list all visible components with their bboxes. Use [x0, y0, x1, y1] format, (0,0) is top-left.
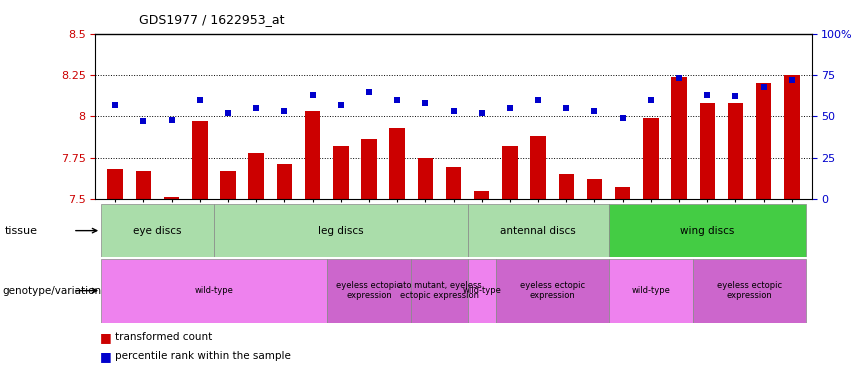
Text: eye discs: eye discs	[134, 226, 181, 236]
Bar	[333, 146, 349, 199]
Text: wild-type: wild-type	[631, 286, 670, 295]
Bar	[164, 197, 180, 199]
Point	[334, 102, 348, 108]
Bar	[587, 179, 602, 199]
Bar	[220, 171, 236, 199]
Bar	[756, 83, 772, 199]
Text: wing discs: wing discs	[681, 226, 734, 236]
Point	[136, 118, 150, 124]
Text: ato mutant, eyeless
ectopic expression: ato mutant, eyeless ectopic expression	[398, 281, 482, 300]
Point	[644, 97, 658, 103]
Point	[559, 105, 573, 111]
Text: wild-type: wild-type	[463, 286, 501, 295]
Bar	[326, 259, 411, 322]
Point	[278, 108, 292, 114]
Bar	[101, 204, 214, 257]
Point	[700, 92, 714, 98]
Bar	[101, 259, 326, 322]
Point	[588, 108, 602, 114]
Point	[108, 102, 122, 108]
Point	[615, 115, 629, 121]
Text: leg discs: leg discs	[318, 226, 364, 236]
Bar	[361, 140, 377, 199]
Bar	[390, 128, 404, 199]
Bar	[727, 103, 743, 199]
Bar	[615, 187, 630, 199]
Point	[306, 92, 319, 98]
Point	[446, 108, 460, 114]
Bar	[530, 136, 546, 199]
Point	[757, 84, 771, 90]
Text: ■: ■	[100, 331, 112, 344]
Bar	[643, 118, 659, 199]
Bar	[305, 111, 320, 199]
Point	[418, 100, 432, 106]
Point	[728, 93, 742, 99]
Bar	[411, 259, 468, 322]
Bar	[108, 169, 123, 199]
Point	[475, 110, 489, 116]
Bar	[671, 76, 687, 199]
Text: transformed count: transformed count	[115, 333, 212, 342]
Bar	[135, 171, 151, 199]
Bar	[694, 259, 806, 322]
Point	[391, 97, 404, 103]
Point	[249, 105, 263, 111]
Text: eyeless ectopic
expression: eyeless ectopic expression	[717, 281, 782, 300]
Text: percentile rank within the sample: percentile rank within the sample	[115, 351, 291, 361]
Bar	[608, 204, 806, 257]
Bar	[248, 153, 264, 199]
Bar	[503, 146, 517, 199]
Point	[503, 105, 516, 111]
Point	[165, 117, 179, 123]
Point	[362, 88, 376, 94]
Point	[672, 75, 686, 81]
Point	[221, 110, 235, 116]
Bar	[496, 259, 608, 322]
Point	[531, 97, 545, 103]
Text: genotype/variation: genotype/variation	[3, 286, 102, 296]
Bar	[784, 75, 799, 199]
Bar	[277, 164, 293, 199]
Text: GDS1977 / 1622953_at: GDS1977 / 1622953_at	[139, 13, 285, 26]
Point	[193, 97, 207, 103]
Text: wild-type: wild-type	[194, 286, 233, 295]
Text: ■: ■	[100, 350, 112, 363]
Text: antennal discs: antennal discs	[500, 226, 576, 236]
Point	[785, 77, 799, 83]
Bar	[700, 103, 715, 199]
Bar	[608, 259, 694, 322]
Bar	[214, 204, 468, 257]
Text: eyeless ectopic
expression: eyeless ectopic expression	[520, 281, 585, 300]
Bar	[468, 259, 496, 322]
Bar	[468, 204, 608, 257]
Bar	[558, 174, 574, 199]
Bar	[446, 167, 461, 199]
Bar	[192, 121, 207, 199]
Bar	[474, 190, 490, 199]
Bar	[418, 158, 433, 199]
Text: tissue: tissue	[4, 226, 37, 236]
Text: eyeless ectopic
expression: eyeless ectopic expression	[337, 281, 402, 300]
